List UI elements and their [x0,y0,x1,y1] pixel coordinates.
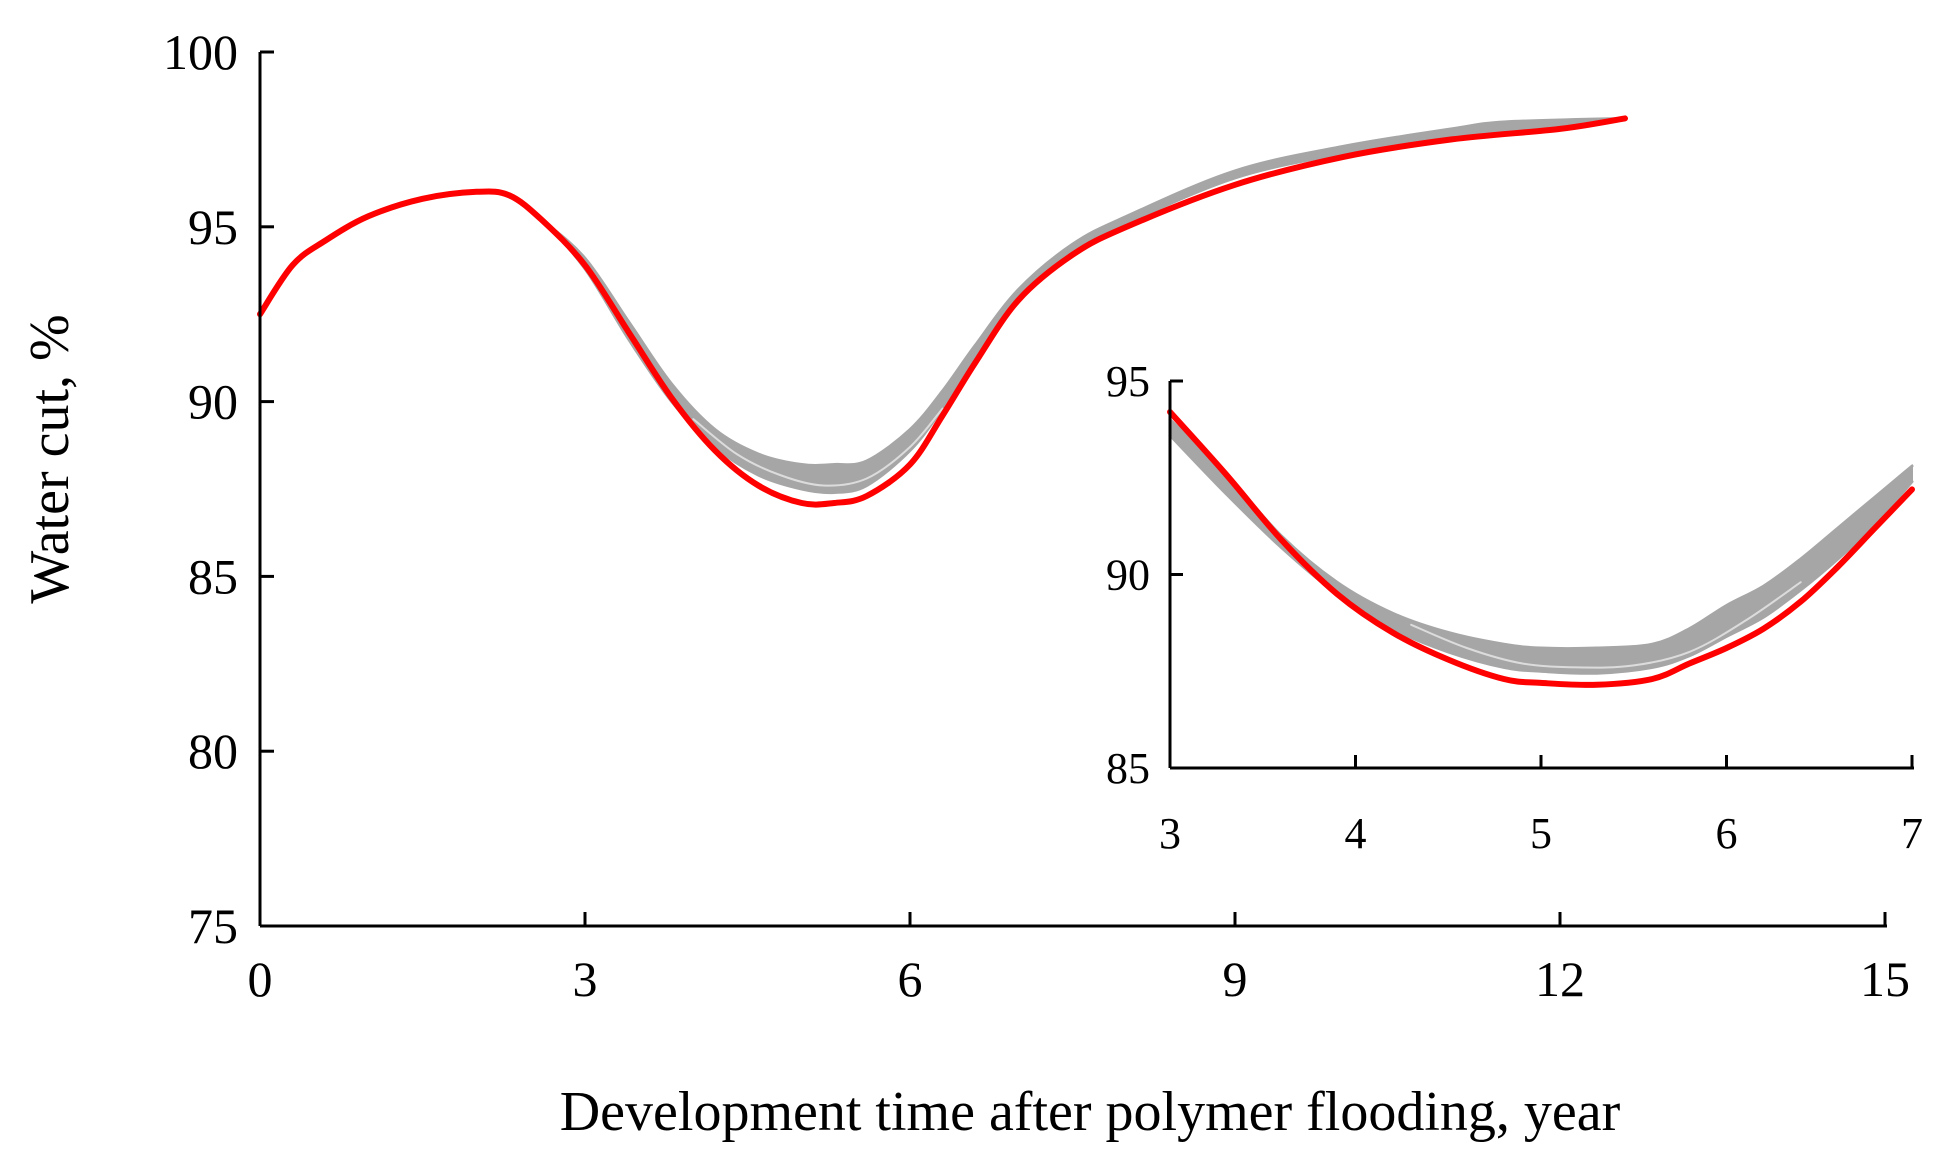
x-tick-label: 9 [1223,951,1248,1007]
reference-line [1167,409,1915,688]
y-axis-title: Water cut, % [19,314,81,603]
x-tick-label: 7 [1901,809,1923,858]
y-tick-label: 85 [188,548,238,604]
x-tick-label: 3 [1159,809,1181,858]
y-tick-label: 90 [1106,551,1150,600]
x-tick-label: 3 [573,951,598,1007]
main-axes [258,52,1887,928]
x-axis-title: Development time after polymer flooding,… [560,1081,1621,1143]
x-tick-label: 5 [1530,809,1552,858]
inset-ticks: 85 90 95 3 4 5 6 7 [1106,357,1923,858]
realization-upper-line [1168,418,1914,651]
x-tick-label: 6 [898,951,923,1007]
main-ticks: 75 80 85 90 95 100 0 3 6 9 12 15 [163,24,1910,1007]
y-tick-label: 100 [163,24,238,80]
x-tick-label: 6 [1716,809,1738,858]
reference-line [257,115,1628,508]
y-tick-label: 95 [188,199,238,255]
main-plot: 75 80 85 90 95 100 0 3 6 9 12 15 Development time a… [19,24,1910,1143]
inset-plot: 85 90 95 3 4 5 6 7 [1106,357,1923,858]
y-tick-label: 80 [188,723,238,779]
y-tick-label: 90 [188,374,238,430]
inset-reference-curve [1167,409,1915,688]
y-tick-label: 85 [1106,744,1150,793]
y-tick-label: 75 [188,898,238,954]
main-reference-curve [257,115,1628,508]
realization-highlight-line [692,407,944,487]
realization-highlight-line [1410,581,1802,669]
x-tick-label: 15 [1860,951,1910,1007]
x-tick-label: 12 [1535,951,1585,1007]
x-tick-label: 4 [1345,809,1367,858]
x-tick-label: 0 [248,951,273,1007]
y-tick-label: 95 [1106,357,1150,406]
